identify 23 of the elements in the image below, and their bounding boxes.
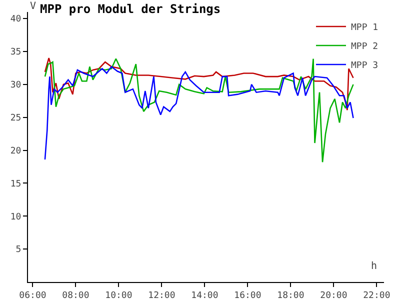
x-axis-title: h [371,261,378,272]
x-tick-label: 20:00 [320,290,348,300]
x-tick-label: 16:00 [234,290,262,300]
y-axis-title: V [30,1,36,12]
x-tick-label: 18:00 [277,290,304,300]
legend-label: MPP 2 [351,42,378,52]
y-tick-label: 35 [10,48,22,58]
legend-label: MPP 3 [351,61,378,72]
y-tick-label: 30 [10,80,22,91]
x-tick-label: 10:00 [105,290,132,300]
x-tick-label: 22:00 [363,290,390,300]
legend-label: MPP 1 [351,23,378,34]
y-tick-label: 10 [10,212,22,222]
y-tick-label: 40 [10,14,22,25]
y-tick-label: 25 [10,114,22,124]
y-tick-label: 5 [16,245,22,256]
x-tick-label: 06:00 [19,290,46,300]
y-tick-label: 15 [10,179,22,190]
x-tick-label: 08:00 [62,290,90,300]
chart-title: MPP pro Modul der Strings [40,2,221,16]
x-tick-label: 14:00 [191,290,218,300]
x-tick-label: 12:00 [148,290,176,300]
y-tick-label: 20 [10,146,22,156]
